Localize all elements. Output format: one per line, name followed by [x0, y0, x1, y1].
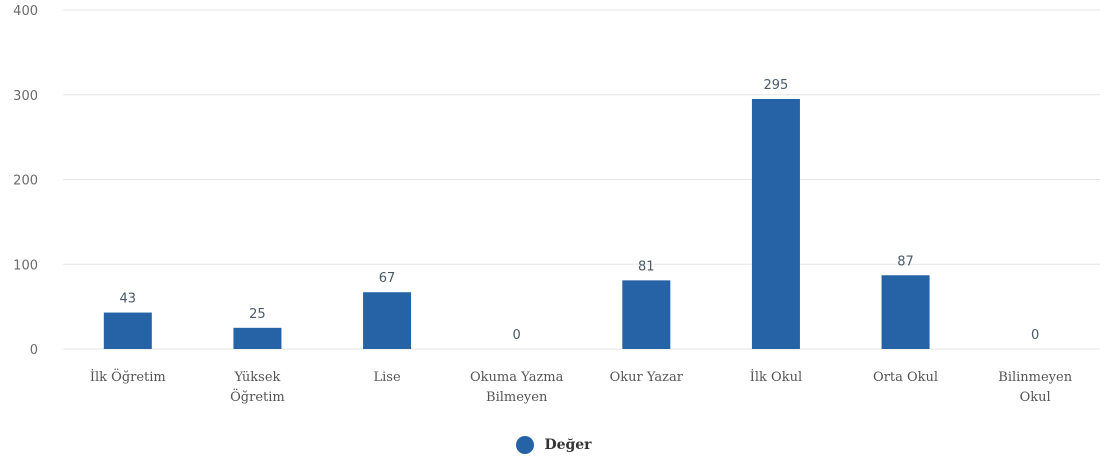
- legend-swatch: [516, 436, 535, 454]
- x-tick-label: İlk Öğretim: [90, 368, 166, 385]
- bar[interactable]: [881, 275, 930, 349]
- y-tick-label: 400: [13, 4, 38, 19]
- bar[interactable]: [233, 327, 282, 349]
- x-tick-label: Lise: [373, 370, 400, 385]
- bar[interactable]: [622, 280, 671, 349]
- x-tick-label: Orta Okul: [873, 370, 938, 385]
- bar[interactable]: [363, 292, 412, 349]
- x-axis-ticks: İlk Öğretim Yüksek Öğretim Lise Okuma Yazma B…: [90, 368, 1073, 405]
- data-labels: 43 25 67 0 81 295 87 0: [120, 78, 1040, 343]
- data-label: 67: [379, 271, 396, 286]
- data-label: 87: [897, 254, 914, 269]
- data-label: 0: [1031, 328, 1039, 343]
- y-tick-label: 300: [13, 89, 38, 104]
- x-tick-label: Okuma Yazma Bilmeyen: [470, 370, 564, 405]
- bar[interactable]: [751, 98, 800, 349]
- y-tick-label: 100: [13, 258, 38, 273]
- y-tick-label: 200: [13, 174, 38, 189]
- legend[interactable]: Değer: [0, 436, 1108, 454]
- bars: [103, 98, 930, 349]
- data-label: 295: [764, 78, 789, 93]
- y-axis-ticks: 0 100 200 300 400: [13, 4, 38, 358]
- grid-lines: [63, 9, 1100, 350]
- x-tick-label: Bilinmeyen Okul: [998, 370, 1072, 405]
- y-tick-label: 0: [30, 343, 38, 358]
- data-label: 25: [249, 307, 266, 322]
- data-label: 0: [513, 328, 521, 343]
- data-label: 81: [638, 259, 655, 274]
- x-tick-label: Okur Yazar: [610, 370, 684, 385]
- legend-label: Değer: [544, 437, 592, 453]
- data-label: 43: [120, 292, 137, 307]
- bar[interactable]: [103, 312, 152, 349]
- x-tick-label: Yüksek Öğretim: [230, 370, 285, 405]
- x-tick-label: İlk Okul: [750, 368, 802, 385]
